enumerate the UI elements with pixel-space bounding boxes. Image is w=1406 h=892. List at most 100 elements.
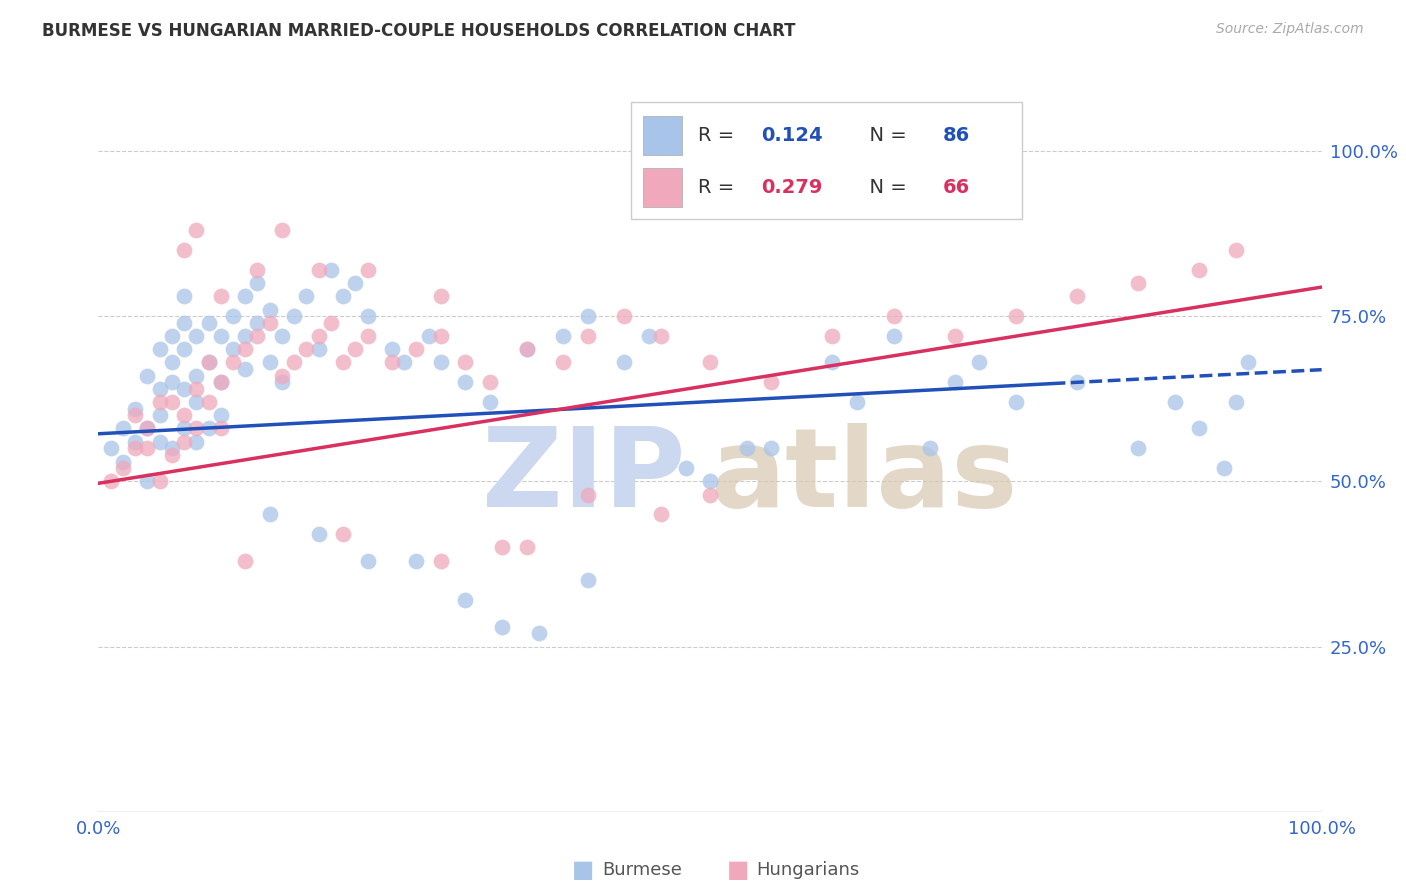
Point — [308, 342, 330, 356]
Point — [173, 421, 195, 435]
Point — [381, 342, 404, 356]
Point — [186, 434, 208, 449]
Point — [233, 329, 256, 343]
Point — [515, 342, 537, 356]
Point — [124, 409, 146, 423]
Point — [943, 376, 966, 390]
Point — [149, 409, 172, 423]
Point — [675, 461, 697, 475]
Point — [209, 421, 232, 435]
Point — [1066, 376, 1088, 390]
Point — [209, 409, 232, 423]
Point — [149, 395, 172, 409]
Text: Hungarians: Hungarians — [756, 861, 859, 879]
Point — [883, 329, 905, 343]
Point — [209, 329, 232, 343]
Point — [160, 448, 183, 462]
Point — [491, 541, 513, 555]
Point — [332, 289, 354, 303]
Point — [100, 442, 122, 456]
Point — [160, 355, 183, 369]
Text: ZIP: ZIP — [482, 423, 686, 530]
Text: 66: 66 — [942, 178, 970, 197]
Text: Burmese: Burmese — [602, 861, 682, 879]
Point — [283, 309, 305, 323]
Point — [405, 342, 427, 356]
Text: R =: R = — [697, 126, 741, 145]
Point — [222, 355, 245, 369]
Point — [186, 223, 208, 237]
Point — [405, 554, 427, 568]
Point — [430, 355, 453, 369]
Point — [160, 376, 183, 390]
Point — [308, 527, 330, 541]
Point — [553, 329, 575, 343]
Point — [149, 342, 172, 356]
Point — [259, 355, 281, 369]
Point — [515, 541, 537, 555]
Point — [943, 329, 966, 343]
Point — [173, 243, 195, 257]
Point — [381, 355, 404, 369]
Point — [100, 475, 122, 489]
Point — [308, 263, 330, 277]
Point — [356, 554, 378, 568]
Point — [270, 329, 294, 343]
Point — [173, 434, 195, 449]
Point — [111, 421, 134, 435]
Point — [344, 342, 367, 356]
Point — [197, 316, 219, 330]
Point — [160, 395, 183, 409]
Point — [319, 316, 342, 330]
Point — [197, 355, 219, 369]
Point — [259, 508, 281, 522]
Point — [392, 355, 416, 369]
Point — [136, 421, 159, 435]
Point — [576, 329, 599, 343]
Point — [197, 395, 219, 409]
Point — [454, 593, 477, 607]
Point — [920, 442, 942, 456]
Point — [173, 382, 195, 396]
Point — [1164, 395, 1187, 409]
Text: N =: N = — [856, 178, 912, 197]
Point — [883, 309, 905, 323]
Point — [246, 329, 269, 343]
Point — [186, 329, 208, 343]
Text: 86: 86 — [942, 126, 970, 145]
Point — [246, 316, 269, 330]
Point — [283, 355, 305, 369]
Point — [197, 355, 219, 369]
Point — [149, 434, 172, 449]
Point — [761, 442, 783, 456]
Point — [478, 376, 501, 390]
Point — [1004, 309, 1026, 323]
Point — [173, 316, 195, 330]
Point — [186, 382, 208, 396]
Point — [136, 442, 159, 456]
Text: atlas: atlas — [710, 423, 1018, 530]
Point — [491, 620, 513, 634]
Text: ■: ■ — [727, 858, 749, 881]
Point — [136, 421, 159, 435]
Point — [111, 454, 134, 468]
Point — [295, 342, 318, 356]
Point — [136, 475, 159, 489]
Point — [246, 263, 269, 277]
Point — [270, 223, 294, 237]
Point — [197, 421, 219, 435]
Point — [454, 376, 477, 390]
Point — [186, 368, 208, 383]
Point — [650, 329, 672, 343]
Point — [173, 289, 195, 303]
Point — [576, 309, 599, 323]
Point — [136, 368, 159, 383]
Point — [332, 355, 354, 369]
Point — [699, 475, 721, 489]
Text: N =: N = — [856, 126, 912, 145]
Point — [233, 289, 256, 303]
Point — [233, 342, 256, 356]
Point — [209, 289, 232, 303]
Text: Source: ZipAtlas.com: Source: ZipAtlas.com — [1216, 22, 1364, 37]
Point — [1004, 395, 1026, 409]
